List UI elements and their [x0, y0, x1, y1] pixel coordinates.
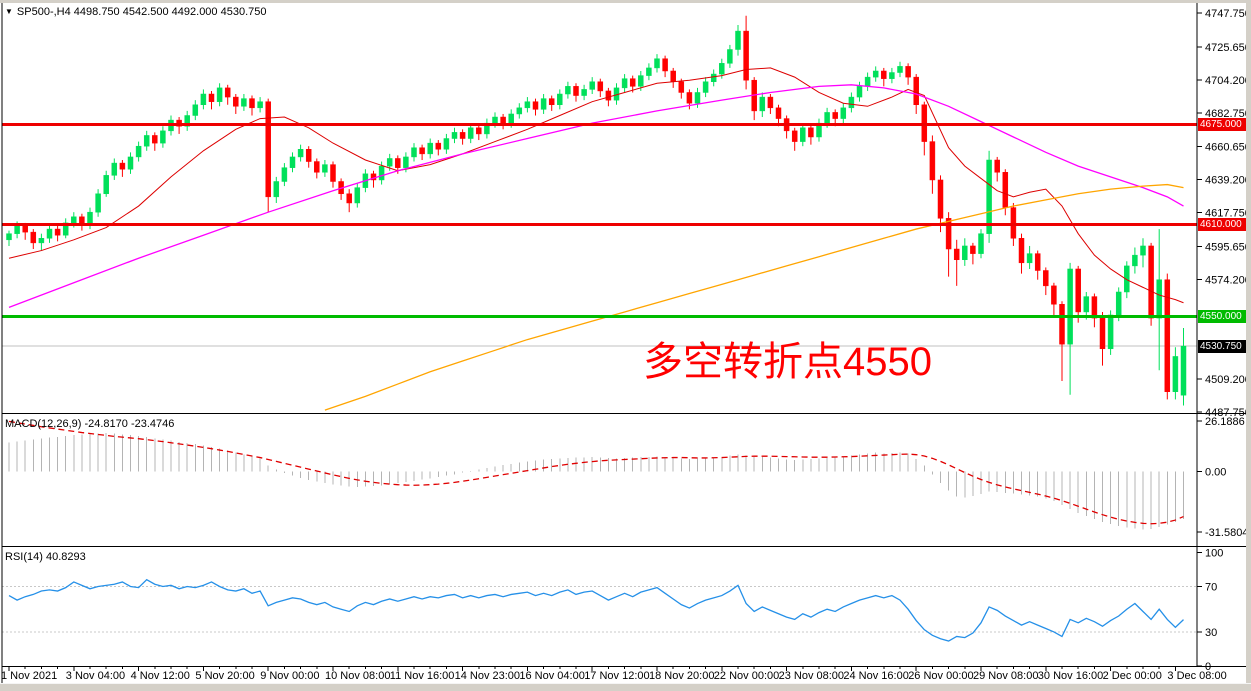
svg-text:4617.750: 4617.750	[1205, 208, 1251, 220]
svg-text:5 Nov 20:00: 5 Nov 20:00	[195, 670, 254, 682]
svg-text:23 Nov 08:00: 23 Nov 08:00	[779, 670, 844, 682]
svg-text:4595.650: 4595.650	[1205, 241, 1251, 253]
svg-text:3 Dec 08:00: 3 Dec 08:00	[1167, 670, 1226, 682]
svg-text:26.1886: 26.1886	[1205, 416, 1245, 428]
svg-text:4725.650: 4725.650	[1205, 42, 1251, 54]
svg-text:22 Nov 00:00: 22 Nov 00:00	[714, 670, 779, 682]
svg-text:0: 0	[1205, 661, 1211, 673]
price-level-badge-4550: 4550.000	[1198, 310, 1246, 324]
svg-text:18 Nov 20:00: 18 Nov 20:00	[649, 670, 714, 682]
svg-text:3 Nov 04:00: 3 Nov 04:00	[66, 670, 125, 682]
rsi-indicator-label: RSI(14) 40.8293	[5, 551, 86, 563]
annotation-text: 多空转折点4550	[643, 340, 932, 384]
svg-text:4639.200: 4639.200	[1205, 175, 1251, 187]
svg-text:24 Nov 16:00: 24 Nov 16:00	[843, 670, 908, 682]
chart-header: ▼ SP500-,H4 4498.750 4542.500 4492.000 45…	[5, 6, 266, 18]
symbol-label: SP500-,H4	[16, 6, 71, 18]
svg-text:16 Nov 04:00: 16 Nov 04:00	[519, 670, 584, 682]
svg-text:4747.750: 4747.750	[1205, 8, 1251, 20]
svg-text:4487.750: 4487.750	[1205, 407, 1251, 419]
window-bottom-edge	[0, 683, 1251, 691]
svg-text:-31.5804: -31.5804	[1205, 527, 1248, 539]
svg-text:4660.650: 4660.650	[1205, 142, 1251, 154]
window-right-edge	[1246, 3, 1251, 691]
svg-text:100: 100	[1205, 547, 1223, 559]
svg-text:10 Nov 08:00: 10 Nov 08:00	[325, 670, 390, 682]
svg-text:4574.200: 4574.200	[1205, 274, 1251, 286]
svg-text:4682.750: 4682.750	[1205, 108, 1251, 120]
svg-text:4704.200: 4704.200	[1205, 75, 1251, 87]
price-level-badge-4610: 4610.000	[1198, 217, 1246, 231]
svg-text:1 Nov 2021: 1 Nov 2021	[1, 670, 57, 682]
svg-text:30 Nov 16:00: 30 Nov 16:00	[1038, 670, 1103, 682]
current-price-badge: 4530.750	[1198, 339, 1246, 353]
svg-text:4 Nov 12:00: 4 Nov 12:00	[131, 670, 190, 682]
svg-text:30: 30	[1205, 627, 1217, 639]
price-level-badge-4675: 4675.000	[1198, 118, 1246, 132]
svg-text:9 Nov 00:00: 9 Nov 00:00	[260, 670, 319, 682]
svg-text:70: 70	[1205, 581, 1217, 593]
svg-text:14 Nov 23:00: 14 Nov 23:00	[455, 670, 520, 682]
window-top-edge	[0, 0, 1251, 3]
svg-text:2 Dec 00:00: 2 Dec 00:00	[1103, 670, 1162, 682]
svg-text:4509.200: 4509.200	[1205, 374, 1251, 386]
symbol-dropdown-icon[interactable]: ▼	[5, 7, 13, 16]
svg-text:17 Nov 12:00: 17 Nov 12:00	[584, 670, 649, 682]
svg-text:26 Nov 00:00: 26 Nov 00:00	[908, 670, 973, 682]
svg-text:11 Nov 16:00: 11 Nov 16:00	[390, 670, 455, 682]
macd-indicator-label: MACD(12,26,9) -24.8170 -23.4746	[5, 418, 175, 430]
svg-text:29 Nov 08:00: 29 Nov 08:00	[973, 670, 1038, 682]
ohlc-label: 4498.750 4542.500 4492.000 4530.750	[70, 6, 267, 18]
svg-text:0.00: 0.00	[1205, 466, 1226, 478]
